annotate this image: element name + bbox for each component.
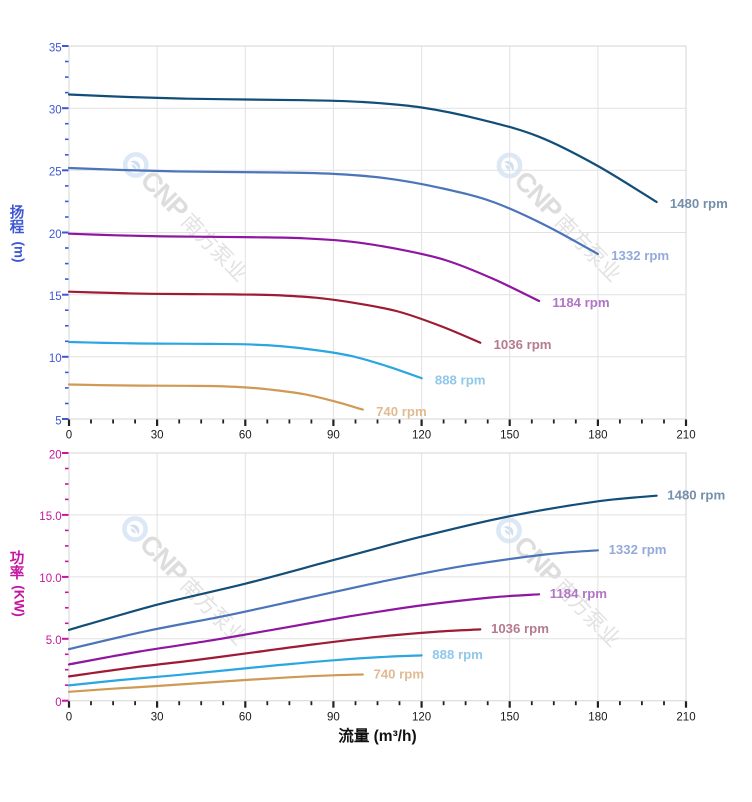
svg-text:180: 180 — [588, 711, 607, 723]
svg-text:180: 180 — [588, 430, 607, 442]
svg-text:15.0: 15.0 — [39, 511, 61, 523]
svg-text:120: 120 — [412, 711, 431, 723]
svg-text:1480 rpm: 1480 rpm — [670, 196, 728, 211]
svg-text:740 rpm: 740 rpm — [376, 404, 427, 419]
svg-text:(m): (m) — [12, 242, 27, 263]
svg-text:30: 30 — [151, 711, 164, 723]
svg-text:1332 rpm: 1332 rpm — [611, 248, 669, 263]
svg-text:30: 30 — [49, 105, 62, 117]
svg-text:888 rpm: 888 rpm — [432, 647, 483, 662]
svg-text:60: 60 — [239, 430, 252, 442]
svg-text:1480 rpm: 1480 rpm — [667, 488, 725, 503]
svg-text:功: 功 — [10, 550, 25, 567]
svg-text:20: 20 — [49, 449, 62, 461]
svg-text:0: 0 — [66, 711, 72, 723]
svg-text:1036 rpm: 1036 rpm — [494, 337, 552, 352]
svg-text:15: 15 — [49, 291, 62, 303]
svg-text:10: 10 — [49, 353, 62, 365]
svg-text:120: 120 — [412, 430, 431, 442]
svg-text:程: 程 — [10, 219, 25, 236]
svg-text:0: 0 — [55, 697, 61, 709]
svg-text:210: 210 — [676, 711, 695, 723]
svg-text:35: 35 — [49, 42, 62, 54]
svg-text:5.0: 5.0 — [46, 635, 62, 647]
svg-text:5: 5 — [55, 415, 61, 427]
svg-text:60: 60 — [239, 711, 252, 723]
svg-text:1332 rpm: 1332 rpm — [609, 542, 667, 557]
svg-text:10.0: 10.0 — [39, 573, 61, 585]
svg-text:0: 0 — [66, 430, 72, 442]
svg-text:流量 (m³/h): 流量 (m³/h) — [338, 726, 416, 745]
svg-text:90: 90 — [327, 430, 340, 442]
svg-text:888 rpm: 888 rpm — [435, 372, 486, 387]
svg-text:1184 rpm: 1184 rpm — [550, 586, 607, 601]
svg-text:150: 150 — [500, 711, 519, 723]
svg-text:150: 150 — [500, 430, 519, 442]
svg-text:(KW): (KW) — [12, 585, 27, 616]
svg-text:1036 rpm: 1036 rpm — [491, 621, 549, 636]
svg-text:20: 20 — [49, 229, 62, 241]
svg-text:210: 210 — [676, 430, 695, 442]
svg-text:扬: 扬 — [10, 204, 25, 222]
svg-text:30: 30 — [151, 430, 164, 442]
svg-text:率: 率 — [10, 564, 25, 582]
svg-text:740 rpm: 740 rpm — [374, 666, 425, 681]
svg-text:1184 rpm: 1184 rpm — [552, 295, 609, 310]
svg-text:90: 90 — [327, 711, 340, 723]
svg-text:25: 25 — [49, 167, 62, 179]
